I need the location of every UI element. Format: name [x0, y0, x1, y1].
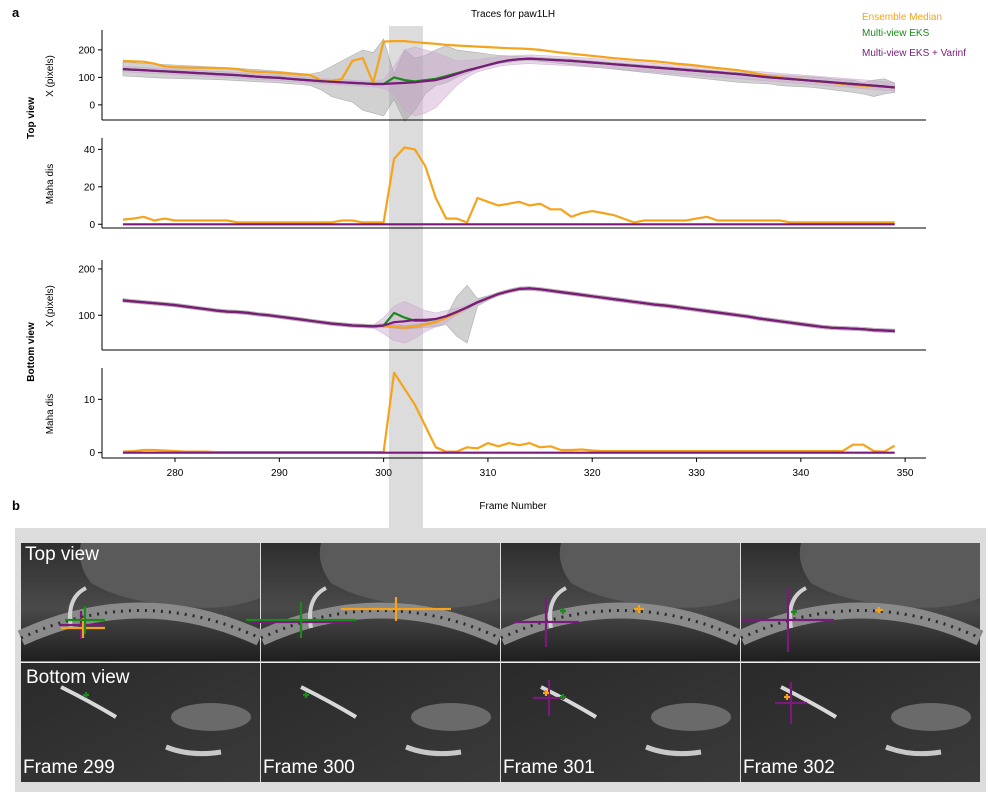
bottom-limb-shape — [165, 744, 222, 757]
bottom-body-shape — [651, 703, 731, 731]
legend: Ensemble Median Multi-view EKS Multi-vie… — [862, 12, 966, 59]
bottom-limb-shape — [885, 744, 942, 757]
x-tick-label: 310 — [480, 468, 497, 479]
y-tick-label: 10 — [84, 395, 96, 406]
frames-top-view-label: Top view — [25, 544, 99, 565]
frame-label: Frame 299 — [23, 757, 115, 778]
wheel-holes — [740, 609, 981, 640]
y-axis-label: X (pixels) — [45, 55, 56, 97]
paw-shape — [548, 586, 568, 629]
mouse-body-shape — [799, 543, 980, 608]
series-line-ensemble-median — [122, 146, 895, 224]
bottom-body-shape — [891, 703, 971, 731]
frame-thumbnail-2: Frame 300 — [246, 543, 504, 782]
x-tick-label: 300 — [375, 468, 392, 479]
view-label-bottom: Bottom view — [26, 322, 37, 382]
panel-label-b: b — [12, 498, 20, 513]
x-tick-label: 340 — [792, 468, 809, 479]
wheel-holes — [260, 609, 501, 640]
bottom-paw-shape — [60, 685, 118, 719]
mouse-body-shape — [319, 543, 500, 608]
subplot-bottom-maha: 0 10 Maha dis 280 290 300 310 320 330 340 350 — [45, 368, 926, 479]
x-tick-label: 320 — [584, 468, 601, 479]
y-tick-label: 200 — [78, 264, 95, 275]
bottom-paw-shape — [300, 685, 358, 719]
bottom-limb-shape — [645, 744, 702, 757]
frame-thumbnails: Frame 299 Frame 300 Frame 301 Frame 302 Top … — [17, 543, 984, 782]
series-line-ensemble-median — [122, 287, 895, 333]
frame-label: Frame 300 — [263, 757, 355, 778]
y-axis-label: Maha dis — [45, 164, 56, 205]
y-tick-label: 100 — [78, 73, 95, 84]
x-tick-label: 330 — [688, 468, 705, 479]
variance-band-1 — [122, 46, 895, 117]
frames-bottom-view-label: Bottom view — [26, 667, 130, 688]
bottom-limb-shape — [405, 744, 462, 757]
frame-thumbnail-3: Frame 301 — [497, 543, 744, 782]
y-tick-label: 20 — [84, 182, 96, 193]
legend-multiview-eks: Multi-view EKS — [862, 28, 930, 39]
wheel-holes — [20, 609, 261, 640]
bottom-paw-shape — [540, 685, 598, 719]
x-tick-label: 280 — [167, 468, 184, 479]
subplot-top-x: 0 100 200 X (pixels) — [45, 30, 926, 122]
y-axis-label: Maha dis — [45, 394, 56, 435]
view-label-top: Top view — [26, 97, 37, 139]
frame-thumbnail-1: Frame 299 — [17, 543, 264, 782]
frame-thumbnail-4: Frame 302 — [737, 543, 984, 782]
y-tick-label: 100 — [78, 311, 95, 322]
chart-title: Traces for paw1LH — [471, 9, 555, 20]
paw-shape — [68, 586, 88, 629]
panel-label-a: a — [12, 5, 20, 20]
x-tick-label: 290 — [271, 468, 288, 479]
wheel-holes — [500, 609, 741, 640]
bottom-body-shape — [171, 703, 251, 731]
mouse-body-shape — [559, 543, 740, 608]
series-line-ensemble-median — [122, 40, 895, 89]
y-tick-label: 200 — [78, 45, 95, 56]
frame-label: Frame 301 — [503, 757, 595, 778]
mouse-body-shape — [79, 543, 260, 608]
y-tick-label: 40 — [84, 145, 96, 156]
variance-band-0 — [122, 284, 895, 344]
variance-band-0 — [122, 38, 895, 122]
paw-shape — [308, 586, 328, 629]
series-line-ensemble-median — [122, 371, 896, 454]
legend-multiview-eks-varinf: Multi-view EKS + Varinf — [862, 48, 966, 59]
highlight-strip — [389, 26, 423, 528]
subplot-bottom-x: 100 200 X (pixels) — [45, 260, 926, 351]
paw-shape — [788, 586, 808, 629]
series-line-multi-view-eks-varinf — [122, 57, 895, 89]
y-tick-label: 0 — [89, 100, 95, 111]
series-line-multi-view-eks-varinf — [122, 287, 895, 333]
y-axis-label: X (pixels) — [45, 285, 56, 327]
y-tick-label: 0 — [89, 448, 95, 459]
bottom-paw-shape — [780, 685, 838, 719]
bottom-body-shape — [411, 703, 491, 731]
x-axis-label: Frame Number — [479, 501, 547, 512]
series-line-multi-view-eks — [122, 287, 895, 333]
y-tick-label: 0 — [89, 220, 95, 231]
frame-label: Frame 302 — [743, 757, 835, 778]
legend-ensemble-median: Ensemble Median — [862, 12, 942, 23]
variance-band-1 — [122, 286, 895, 344]
x-tick-label: 350 — [897, 468, 914, 479]
subplot-top-maha: 0 20 40 Maha dis — [45, 138, 926, 231]
